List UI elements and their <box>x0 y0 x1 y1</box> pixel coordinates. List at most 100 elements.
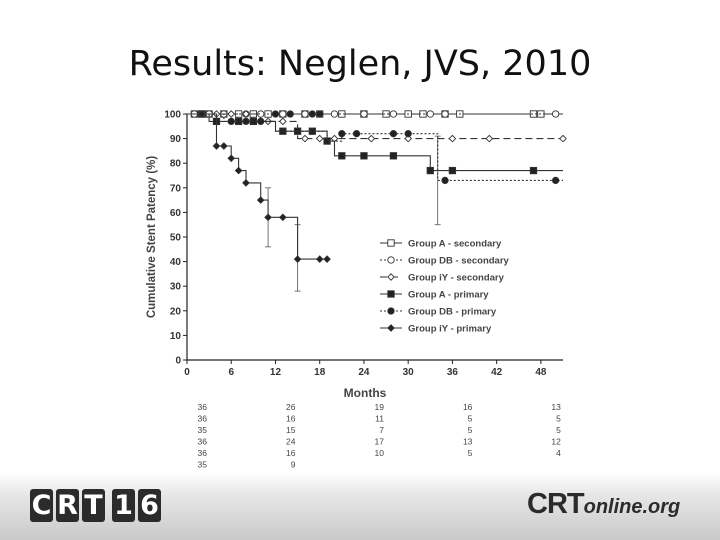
y-tick-label: 60 <box>170 208 182 219</box>
x-tick-label: 36 <box>447 367 459 378</box>
at-risk-value: 26 <box>286 402 296 412</box>
at-risk-value: 5 <box>468 425 473 435</box>
series-point-2 <box>426 110 434 118</box>
series-point-3 <box>279 117 287 126</box>
series-point-5 <box>352 130 361 138</box>
series-point-2 <box>301 110 309 118</box>
legend-label: Group A - primary <box>408 290 489 301</box>
series-point-5 <box>242 117 250 126</box>
legend-marker <box>387 324 395 332</box>
at-risk-value: 16 <box>286 448 296 458</box>
at-risk-value: 36 <box>198 437 208 447</box>
series-point-6 <box>323 255 331 263</box>
series-point-4 <box>389 152 398 160</box>
y-tick-label: 40 <box>170 257 182 268</box>
x-tick-label: 6 <box>228 367 234 378</box>
footer-bar: C R T 1 6 CRTonline.org <box>0 472 720 540</box>
series-point-3 <box>301 134 309 143</box>
at-risk-value: 24 <box>286 437 296 447</box>
legend-marker <box>387 307 395 315</box>
at-risk-value: 13 <box>551 402 561 412</box>
series-point-4 <box>360 152 368 160</box>
series-point-3 <box>559 134 567 143</box>
at-risk-value: 19 <box>374 402 384 412</box>
y-axis-label: Cumulative Stent Patency (%) <box>146 156 158 318</box>
series-point-5 <box>551 176 560 185</box>
y-tick-label: 20 <box>170 306 182 317</box>
at-risk-value: 36 <box>198 414 208 424</box>
legend-marker <box>387 273 395 281</box>
series-point-2 <box>389 110 398 118</box>
x-tick-label: 42 <box>491 367 503 378</box>
legend: Group A - secondary Group DB - secondary G… <box>380 239 510 335</box>
x-tick-label: 18 <box>314 367 326 378</box>
at-risk-value: 13 <box>463 437 473 447</box>
series-point-2 <box>279 110 287 118</box>
series-point-6 <box>264 213 272 222</box>
series-point-5 <box>227 117 235 126</box>
series-point-6 <box>212 142 221 150</box>
series-point-4 <box>338 152 346 160</box>
y-tick-label: 50 <box>170 233 182 244</box>
x-tick-label: 12 <box>270 367 282 378</box>
y-tick-label: 30 <box>170 282 182 293</box>
y-tick-label: 0 <box>175 356 181 367</box>
series-point-6 <box>293 255 302 263</box>
at-risk-value: 36 <box>198 402 208 412</box>
series-point-5 <box>338 130 346 138</box>
logo-letter: C <box>30 489 53 522</box>
legend-label: Group DB - primary <box>408 307 497 318</box>
series-point-5 <box>389 130 398 138</box>
slide-title: Results: Neglen, JVS, 2010 <box>128 44 592 84</box>
series-point-3 <box>315 134 324 143</box>
at-risk-value: 7 <box>379 425 384 435</box>
series-point-3 <box>242 110 250 118</box>
legend-label: Group A - secondary <box>408 239 502 250</box>
logo-letter: 6 <box>138 489 161 522</box>
legend-label: Group iY - primary <box>408 324 492 335</box>
x-axis-label: Months <box>344 386 387 400</box>
series-point-6 <box>256 196 265 204</box>
at-risk-value: 15 <box>286 425 296 435</box>
legend-marker <box>387 256 395 264</box>
series-point-2 <box>441 110 449 118</box>
crtonline-logo-small: online.org <box>583 496 681 518</box>
series-layer <box>187 110 567 292</box>
series-line-3 <box>187 113 563 140</box>
at-risk-value: 11 <box>375 414 384 424</box>
series-point-2 <box>330 110 339 118</box>
y-tick-label: 10 <box>170 331 182 342</box>
logo-letter: 1 <box>112 489 135 522</box>
at-risk-value: 16 <box>463 402 473 412</box>
at-risk-value: 16 <box>286 414 296 424</box>
series-point-3 <box>485 134 494 143</box>
legend-label: Group iY - secondary <box>408 273 505 284</box>
series-point-5 <box>441 176 449 185</box>
series-point-4 <box>234 117 243 126</box>
crtonline-logo: CRTonline.org <box>527 488 680 521</box>
crt16-logo: C R T 1 6 <box>30 489 161 522</box>
series-point-6 <box>315 255 324 263</box>
series-line-5 <box>187 113 563 181</box>
series-point-3 <box>448 134 457 143</box>
series-point-5 <box>316 110 324 118</box>
series-point-5 <box>404 130 412 138</box>
series-point-2 <box>360 110 368 118</box>
axes: 0 10 20 30 40 50 60 70 80 90 100 0 6 12 18 24 30 36 42 48 Mo… <box>146 110 563 400</box>
logo-letter: R <box>56 489 79 522</box>
at-risk-value: 4 <box>556 448 561 458</box>
kaplan-meier-chart: 0 10 20 30 40 50 60 70 80 90 100 0 6 12 18 24 30 36 42 48 Mo… <box>146 110 567 470</box>
y-tick-label: 90 <box>170 134 182 145</box>
at-risk-value: 17 <box>374 437 384 447</box>
series-point-6 <box>197 110 206 118</box>
series-point-2 <box>551 110 560 118</box>
series-line-6 <box>187 113 328 260</box>
series-point-1 <box>338 110 346 118</box>
at-risk-value: 35 <box>198 460 208 470</box>
series-point-3 <box>227 110 236 118</box>
series-line-4 <box>187 113 563 172</box>
x-tick-label: 24 <box>358 367 370 378</box>
legend-marker <box>387 290 395 298</box>
series-point-6 <box>234 166 243 175</box>
series-point-5 <box>308 110 316 118</box>
